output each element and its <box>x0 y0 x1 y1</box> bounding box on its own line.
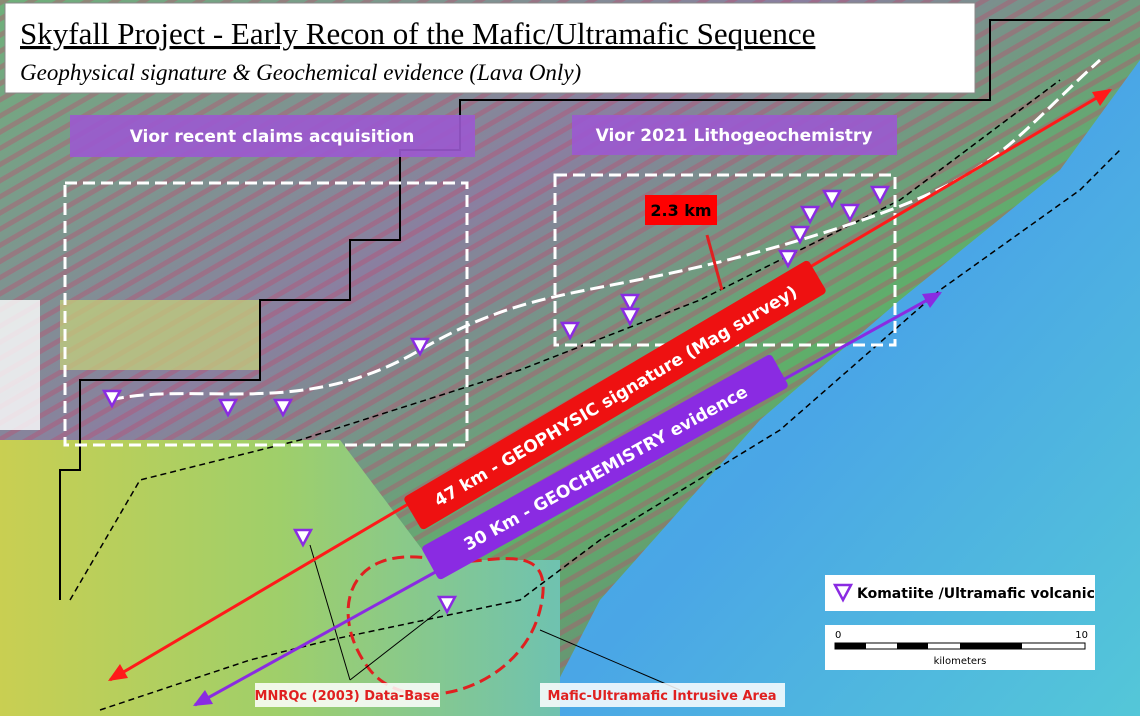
litho-box <box>572 115 897 155</box>
komatiite-marker <box>619 293 641 313</box>
intrusive-box <box>540 683 785 707</box>
distance-box <box>645 195 717 225</box>
komatiite-marker <box>799 205 821 225</box>
distance-label: 2.3 km <box>650 201 711 220</box>
geochemistry-box <box>422 354 788 580</box>
scale-start: 0 <box>835 630 841 641</box>
komatiite-marker <box>436 595 458 615</box>
komatiite-marker <box>217 398 239 418</box>
scale-bar <box>834 642 1086 650</box>
title: Skyfall Project - Early Recon of the Maf… <box>20 16 815 51</box>
komatiite-marker <box>789 225 811 245</box>
legend-symbol <box>832 583 854 603</box>
geophysic-box <box>404 260 826 530</box>
komatiite-marker <box>619 307 641 327</box>
komatiite-marker <box>839 203 861 223</box>
scale-unit: kilometers <box>934 656 987 667</box>
komatiite-marker <box>101 389 123 409</box>
map-lines <box>59 19 1121 711</box>
komatiite-marker <box>409 337 431 357</box>
claims-label: Vior recent claims acquisition <box>130 127 415 147</box>
database-label: MNRQc (2003) Data-Base <box>255 689 440 704</box>
litho-label: Vior 2021 Lithogeochemistry <box>596 126 873 146</box>
database-box <box>255 683 440 707</box>
intrusive-label: Mafic-Ultramafic Intrusive Area <box>547 689 776 704</box>
komatiite-marker <box>559 321 581 341</box>
komatiite-marker <box>272 398 294 418</box>
claims-box <box>70 115 475 157</box>
scale-end: 10 <box>1075 630 1088 641</box>
title-box <box>4 2 976 94</box>
subtitle: Geophysical signature & Geochemical evid… <box>20 60 581 85</box>
komatiite-marker <box>292 528 314 548</box>
legend-box <box>825 575 1095 611</box>
komatiite-marker <box>869 185 891 205</box>
legend-label: Komatiite /Ultramafic volcanic <box>857 586 1095 602</box>
komatiite-markers <box>101 185 891 615</box>
komatiite-marker <box>777 249 799 269</box>
komatiite-marker <box>821 189 843 209</box>
